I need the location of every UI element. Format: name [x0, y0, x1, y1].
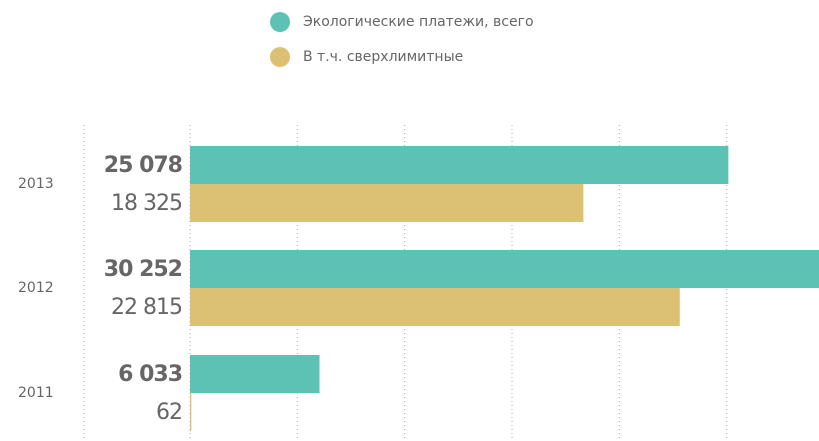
bar	[190, 250, 819, 288]
value-label: 62	[156, 400, 182, 425]
y-tick-label: 2011	[18, 385, 54, 401]
y-tick-label: 2012	[18, 280, 54, 296]
bar	[190, 393, 192, 431]
legend-label: В т.ч. сверхлимитные	[303, 49, 463, 65]
value-label: 25 078	[104, 153, 182, 178]
legend-swatch	[270, 12, 290, 32]
bar	[190, 288, 680, 326]
value-label: 30 252	[104, 257, 182, 282]
value-label: 6 033	[118, 362, 182, 387]
y-tick-label: 2013	[18, 176, 54, 192]
legend-swatch	[270, 47, 290, 67]
value-label: 18 325	[111, 191, 182, 216]
legend-label: Экологические платежи, всего	[303, 14, 534, 30]
value-label: 22 815	[111, 295, 182, 320]
bar	[190, 146, 729, 184]
bar	[190, 355, 320, 393]
bar	[190, 184, 584, 222]
